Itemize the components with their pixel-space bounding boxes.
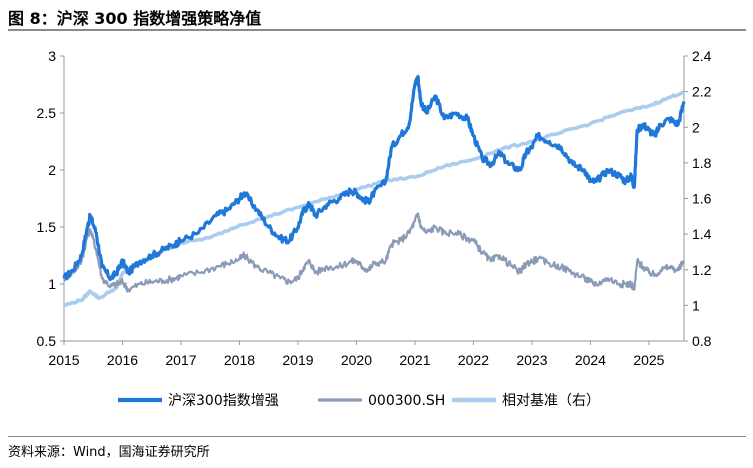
x-tick-label: 2024 xyxy=(575,352,606,368)
legend-label-2: 相对基准（右） xyxy=(502,392,600,409)
right-tick-label: 1 xyxy=(692,297,700,313)
x-tick-label: 2016 xyxy=(107,352,138,368)
x-tick-label: 2022 xyxy=(458,352,489,368)
x-tick-label: 2025 xyxy=(633,352,664,368)
x-tick-label: 2020 xyxy=(341,352,372,368)
left-tick-label: 1 xyxy=(48,276,56,292)
bottom-rule xyxy=(8,436,746,437)
x-tick-label: 2023 xyxy=(516,352,547,368)
series-line-2 xyxy=(63,90,685,308)
left-tick-label: 2 xyxy=(48,162,56,178)
left-tick-label: 2.5 xyxy=(37,105,57,121)
x-tick-label: 2017 xyxy=(165,352,196,368)
figure-title: 图 8：沪深 300 指数增强策略净值 xyxy=(8,9,262,28)
right-tick-label: 1.4 xyxy=(692,226,712,242)
x-tick-label: 2019 xyxy=(282,352,313,368)
top-rule xyxy=(8,29,746,31)
right-tick-label: 1.6 xyxy=(692,191,712,207)
x-tick-label: 2018 xyxy=(224,352,255,368)
x-tick-label: 2015 xyxy=(48,352,79,368)
chart: 0.5 1 1.5 2 2.5 3 0.8 1 1.2 1.4 1.6 1.8 2 2.2 2.4 2015 2… xyxy=(37,48,712,409)
left-tick-label: 0.5 xyxy=(37,333,57,349)
right-tick-label: 0.8 xyxy=(692,333,712,349)
right-tick-label: 2.4 xyxy=(692,48,712,64)
source-note: 资料来源：Wind，国海证券研究所 xyxy=(8,445,210,460)
right-tick-label: 1.8 xyxy=(692,155,712,171)
right-tick-label: 2.2 xyxy=(692,84,712,100)
left-tick-label: 3 xyxy=(48,48,56,64)
right-tick-label: 1.2 xyxy=(692,262,712,278)
legend-label-1: 000300.SH xyxy=(368,393,445,409)
left-tick-label: 1.5 xyxy=(37,219,57,235)
legend-label-0: 沪深300指数增强 xyxy=(168,393,279,409)
series-line-1 xyxy=(62,212,686,293)
x-tick-label: 2021 xyxy=(399,352,430,368)
series-line-0 xyxy=(62,74,686,282)
right-tick-label: 2 xyxy=(692,119,700,135)
